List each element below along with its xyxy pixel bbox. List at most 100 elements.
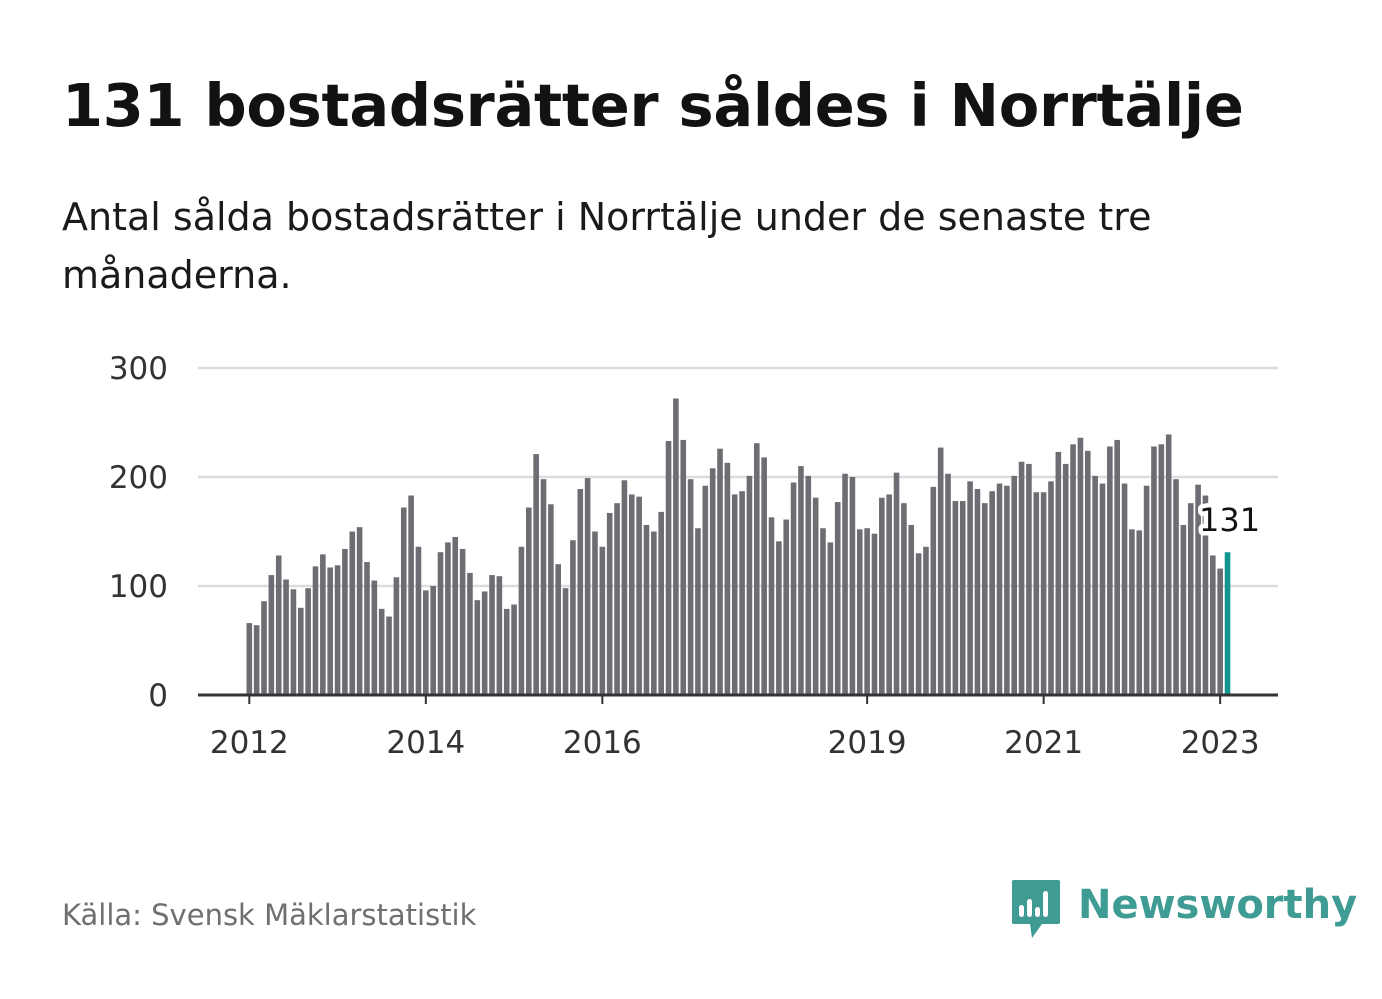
bar-2019-01 [864, 528, 870, 695]
bar-2019-03 [879, 497, 885, 695]
x-tick-label-2014: 2014 [386, 725, 465, 761]
bar-2022-07 [1173, 479, 1179, 695]
bar-2016-09 [658, 511, 664, 695]
bar-2013-08 [386, 616, 392, 695]
bar-2018-11 [849, 477, 856, 695]
bar-2018-02 [783, 519, 790, 695]
bar-2015-08 [562, 588, 569, 695]
y-tick-label-100: 100 [109, 569, 168, 605]
bar-2022-12 [1210, 555, 1216, 695]
bar-2021-12 [1121, 483, 1128, 695]
bar-2020-02 [959, 500, 966, 695]
bar-2015-12 [592, 531, 598, 695]
bar-2022-08 [1180, 524, 1187, 695]
bar-2014-06 [459, 548, 466, 695]
bar-2021-02 [1048, 481, 1054, 695]
bar-2014-03 [437, 552, 444, 695]
bar-2012-02 [253, 625, 260, 695]
bar-2019-09 [923, 546, 929, 695]
bar-2022-03 [1143, 485, 1150, 695]
bar-chart-speech-bubble-icon [1012, 880, 1060, 938]
bar-2015-02 [518, 546, 525, 695]
bar-2013-01 [334, 565, 341, 695]
bar-2022-05 [1158, 444, 1165, 695]
bar-2017-11 [761, 457, 767, 695]
bar-2013-06 [371, 580, 378, 695]
bar-2018-03 [790, 482, 797, 695]
bar-2018-12 [856, 529, 863, 695]
bar-2021-07 [1084, 450, 1091, 695]
bar-2017-02 [695, 528, 701, 695]
bar-2019-05 [893, 472, 900, 695]
bar-2021-05 [1070, 444, 1076, 695]
bar-2014-12 [503, 608, 510, 695]
bar-2016-04 [621, 480, 628, 695]
bar-2017-10 [754, 443, 760, 695]
bar-2015-05 [540, 479, 547, 695]
bar-2021-03 [1055, 451, 1062, 695]
bar-2016-02 [606, 512, 613, 695]
x-tick-label-2016: 2016 [563, 725, 642, 761]
bar-2017-05 [717, 448, 723, 695]
bar-2018-10 [842, 473, 848, 695]
bar-2021-11 [1114, 439, 1120, 695]
bar-2015-11 [584, 478, 591, 695]
bar-2012-09 [305, 588, 311, 695]
bar-2012-06 [283, 579, 289, 695]
bar-2020-07 [996, 483, 1003, 695]
bar-2018-08 [827, 542, 834, 695]
bar-2016-03 [614, 503, 620, 695]
bar-2019-08 [915, 553, 922, 695]
bar-2012-05 [275, 555, 282, 695]
bar-2013-03 [349, 531, 356, 695]
bar-2020-08 [1004, 485, 1010, 695]
bar-2016-08 [651, 531, 657, 695]
bar-2014-02 [430, 586, 436, 695]
bar-2019-02 [871, 533, 878, 695]
y-axis-tick-labels: 0 100 200 300 [109, 351, 168, 714]
bar-2015-06 [548, 504, 554, 695]
bar-2018-06 [812, 497, 819, 695]
bar-2016-06 [636, 496, 642, 695]
bar-chart: 0 100 200 300 2012 2014 2016 2019 2021 2023 131 [109, 351, 1278, 761]
bar-2020-09 [1011, 475, 1018, 695]
bar-2022-04 [1151, 446, 1157, 695]
bar-2017-03 [702, 485, 709, 695]
chart-subtitle: Antal sålda bostadsrätter i Norrtälje un… [62, 195, 1152, 297]
bar-2017-06 [724, 462, 731, 695]
bar-2017-12 [768, 517, 775, 695]
bar-2020-11 [1026, 463, 1032, 695]
bar-2020-03 [967, 481, 973, 695]
bar-2018-01 [776, 541, 782, 695]
bar-2014-07 [467, 572, 473, 695]
y-tick-label-0: 0 [148, 678, 168, 714]
bar-2017-08 [739, 491, 745, 695]
bar-2014-04 [445, 542, 451, 695]
bar-2013-10 [400, 507, 407, 695]
bar-2020-12 [1033, 492, 1040, 695]
x-tick-label-2019: 2019 [828, 725, 907, 761]
bar-2014-09 [481, 591, 488, 695]
bar-2016-12 [680, 439, 687, 695]
bar-2019-12 [945, 473, 951, 695]
source-note: Källa: Svensk Mäklarstatistik [62, 898, 477, 932]
bar-2012-04 [268, 575, 275, 695]
bar-2014-08 [474, 600, 481, 695]
bar-2022-11 [1202, 495, 1209, 695]
bar-2020-05 [982, 503, 988, 695]
bar-2021-01 [1040, 492, 1047, 695]
bar-2016-11 [673, 398, 679, 695]
bar-2021-04 [1062, 463, 1069, 695]
bar-2017-04 [709, 468, 716, 695]
bar-2020-04 [974, 488, 981, 695]
bar-2013-09 [393, 577, 400, 695]
bars [246, 398, 1231, 695]
x-tick-label-2012: 2012 [210, 725, 289, 761]
bar-2012-11 [320, 554, 326, 695]
bar-2017-01 [687, 479, 694, 695]
bar-2015-01 [511, 604, 517, 695]
bar-2016-07 [643, 524, 650, 695]
bar-2016-05 [628, 494, 635, 695]
bar-2018-09 [834, 502, 841, 695]
bar-2017-07 [731, 494, 738, 695]
